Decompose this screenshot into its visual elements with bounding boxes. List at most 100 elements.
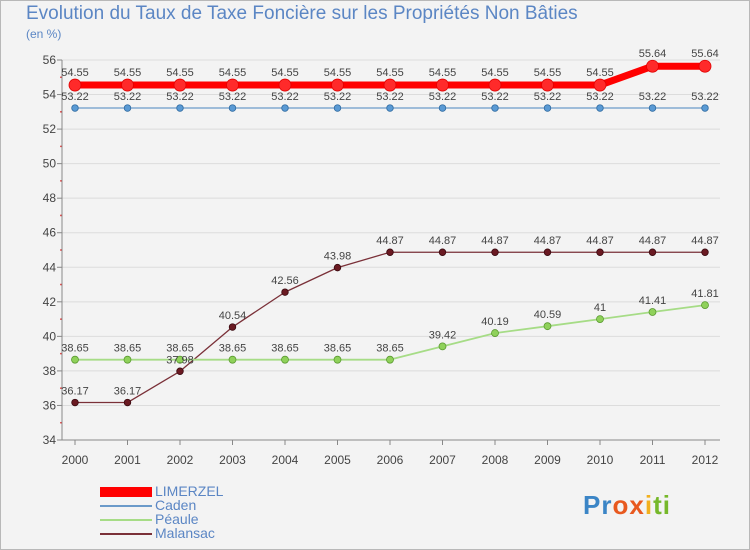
data-point-caden — [333, 104, 342, 112]
data-point-limerzel — [68, 78, 82, 92]
data-label-caden: 53.22 — [114, 91, 142, 103]
x-tick-label: 2010 — [587, 453, 614, 467]
x-tick-label: 2003 — [219, 453, 246, 467]
data-point-peaule — [333, 355, 342, 364]
legend-label-caden: Caden — [155, 497, 197, 513]
data-label-malansac: 44.87 — [639, 235, 667, 247]
data-point-peaule — [648, 308, 657, 316]
data-label-peaule: 39.42 — [429, 329, 457, 341]
data-point-caden — [491, 104, 499, 112]
data-label-malansac: 36.17 — [61, 386, 89, 398]
legend-label-malansac: Malansac — [155, 525, 215, 541]
data-point-limerzel — [173, 78, 187, 92]
data-point-peaule — [281, 355, 289, 364]
data-label-limerzel: 54.55 — [481, 67, 509, 79]
data-label-malansac: 44.87 — [376, 235, 404, 247]
y-minor-tick — [60, 387, 62, 390]
data-label-peaule: 40.19 — [481, 316, 509, 328]
data-label-caden: 53.22 — [376, 91, 404, 103]
data-label-malansac: 37.98 — [166, 354, 194, 366]
data-point-malansac — [596, 248, 604, 256]
data-label-peaule: 38.65 — [324, 343, 352, 355]
data-point-limerzel — [593, 78, 607, 92]
y-minor-tick — [60, 214, 62, 217]
y-minor-tick — [60, 145, 62, 148]
x-tick-label: 2007 — [429, 453, 456, 467]
data-label-malansac: 42.56 — [271, 275, 299, 287]
data-point-peaule — [176, 355, 184, 364]
data-point-peaule — [543, 322, 552, 331]
data-label-peaule: 41 — [594, 302, 606, 314]
data-point-caden — [228, 104, 237, 112]
data-point-malansac — [491, 248, 499, 256]
data-label-peaule: 38.65 — [61, 343, 89, 355]
data-label-limerzel: 54.55 — [429, 67, 457, 79]
x-tick-label: 2000 — [62, 453, 89, 467]
x-tick-label: 2011 — [640, 453, 666, 467]
data-label-caden: 53.22 — [219, 91, 247, 103]
data-label-limerzel: 54.55 — [271, 67, 299, 79]
data-point-caden — [438, 104, 447, 112]
legend-swatch-peaule — [100, 519, 152, 521]
x-tick-label: 2008 — [482, 453, 509, 467]
data-point-peaule — [386, 355, 394, 364]
data-label-caden: 53.22 — [429, 91, 457, 103]
y-minor-tick — [60, 352, 62, 355]
data-point-malansac — [543, 248, 552, 256]
y-minor-tick — [60, 76, 62, 79]
data-label-caden: 53.22 — [271, 91, 299, 103]
data-point-limerzel — [646, 59, 659, 73]
data-label-malansac: 44.87 — [534, 235, 562, 247]
data-point-malansac — [701, 248, 709, 256]
data-point-caden — [123, 104, 132, 112]
y-minor-tick — [60, 421, 62, 424]
data-point-caden — [71, 104, 79, 112]
data-point-caden — [281, 104, 289, 112]
data-label-limerzel: 55.64 — [639, 48, 667, 60]
series-group — [68, 59, 712, 407]
legend-swatch-caden — [100, 505, 152, 507]
data-label-peaule: 41.81 — [691, 288, 719, 300]
data-point-limerzel — [383, 78, 397, 92]
legend-swatch-malansac — [100, 533, 152, 535]
data-point-caden — [596, 104, 604, 112]
data-point-peaule — [596, 315, 604, 323]
data-label-peaule: 38.65 — [166, 343, 194, 355]
data-label-peaule: 40.59 — [534, 309, 562, 321]
y-tick-label: 46 — [43, 226, 57, 240]
data-label-malansac: 44.87 — [481, 235, 509, 247]
data-label-limerzel: 54.55 — [219, 67, 247, 79]
legend-swatch-limerzel — [100, 487, 152, 497]
data-label-caden: 53.22 — [324, 91, 352, 103]
y-tick-label: 50 — [43, 157, 57, 171]
data-point-peaule — [71, 355, 79, 364]
y-minor-tick — [60, 318, 62, 320]
data-label-limerzel: 54.55 — [534, 67, 562, 79]
data-point-peaule — [438, 342, 447, 351]
data-label-peaule: 38.65 — [376, 343, 404, 355]
data-label-caden: 53.22 — [534, 91, 562, 103]
data-label-caden: 53.22 — [61, 91, 89, 103]
data-label-limerzel: 54.55 — [114, 67, 142, 79]
data-label-limerzel: 55.64 — [691, 48, 719, 60]
y-tick-label: 44 — [43, 260, 57, 274]
legend-label-peaule: Péaule — [155, 511, 199, 527]
data-label-caden: 53.22 — [639, 91, 667, 103]
data-label-malansac: 44.87 — [586, 235, 614, 247]
data-point-limerzel — [436, 78, 449, 92]
data-label-limerzel: 54.55 — [324, 67, 352, 79]
data-point-caden — [648, 104, 657, 112]
x-tick-label: 2005 — [324, 453, 351, 467]
y-tick-label: 40 — [43, 329, 57, 343]
data-label-malansac: 44.87 — [691, 235, 719, 247]
y-tick-label: 56 — [43, 53, 57, 67]
data-label-malansac: 44.87 — [429, 235, 457, 247]
data-point-peaule — [123, 355, 132, 364]
data-label-malansac: 40.54 — [219, 310, 247, 322]
data-label-peaule: 38.65 — [219, 343, 247, 355]
y-tick-label: 48 — [43, 191, 57, 205]
y-tick-label: 42 — [43, 295, 57, 309]
data-label-caden: 53.22 — [166, 91, 194, 103]
data-point-malansac — [123, 398, 132, 407]
